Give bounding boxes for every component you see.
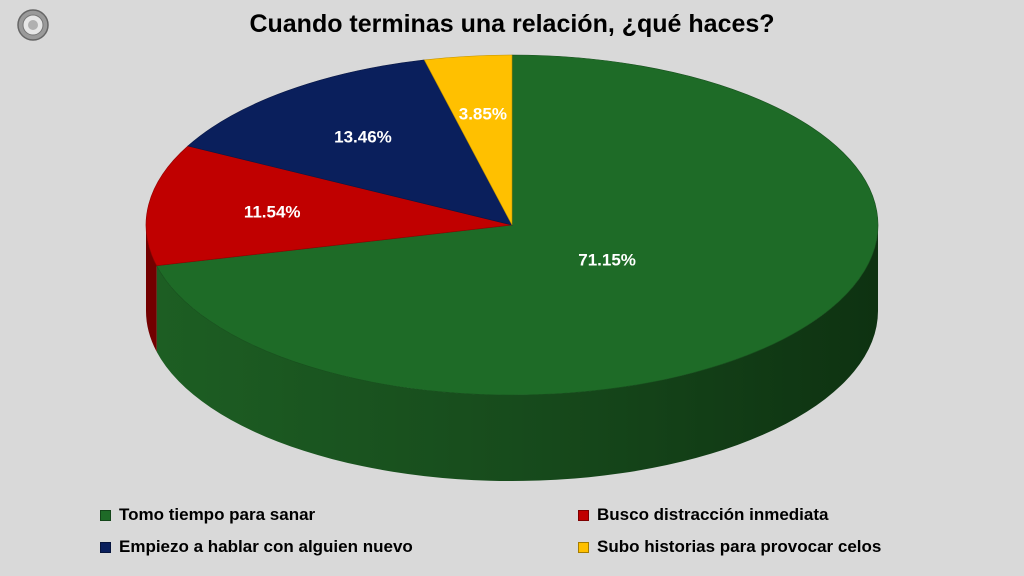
legend-swatch: [578, 541, 589, 553]
legend-item: Subo historias para provocar celos: [578, 534, 980, 560]
legend-item: Empiezo a hablar con alguien nuevo: [100, 534, 578, 560]
pie-slice: [423, 54, 513, 226]
data-label: 11.54%: [244, 202, 301, 221]
pie-slice: [156, 54, 879, 396]
legend-swatch: [100, 541, 111, 553]
pie-slice-side: [146, 225, 157, 352]
pie-slice: [187, 59, 513, 226]
legend-label: Tomo tiempo para sanar: [119, 505, 316, 524]
legend-swatch: [578, 509, 589, 521]
chart-title: Cuando terminas una relación, ¿qué haces…: [249, 10, 775, 38]
legend: Tomo tiempo para sanar Busco distracción …: [100, 502, 980, 560]
data-label: 71.15%: [578, 251, 636, 270]
legend-label: Subo historias para provocar celos: [597, 537, 882, 556]
pie-chart: 71.15% 11.54% 13.46% 3.85%: [145, 54, 879, 481]
legend-swatch: [100, 509, 111, 521]
legend-item: Tomo tiempo para sanar: [100, 502, 578, 528]
pie-slice: [145, 145, 513, 267]
pie-slice-side: [156, 225, 878, 481]
legend-item: Busco distracción inmediata: [578, 502, 980, 528]
legend-label: Busco distracción inmediata: [597, 505, 829, 524]
legend-label: Empiezo a hablar con alguien nuevo: [119, 537, 413, 556]
logo-icon: [17, 9, 49, 41]
data-label: 3.85%: [459, 105, 507, 124]
data-label: 13.46%: [334, 128, 392, 147]
